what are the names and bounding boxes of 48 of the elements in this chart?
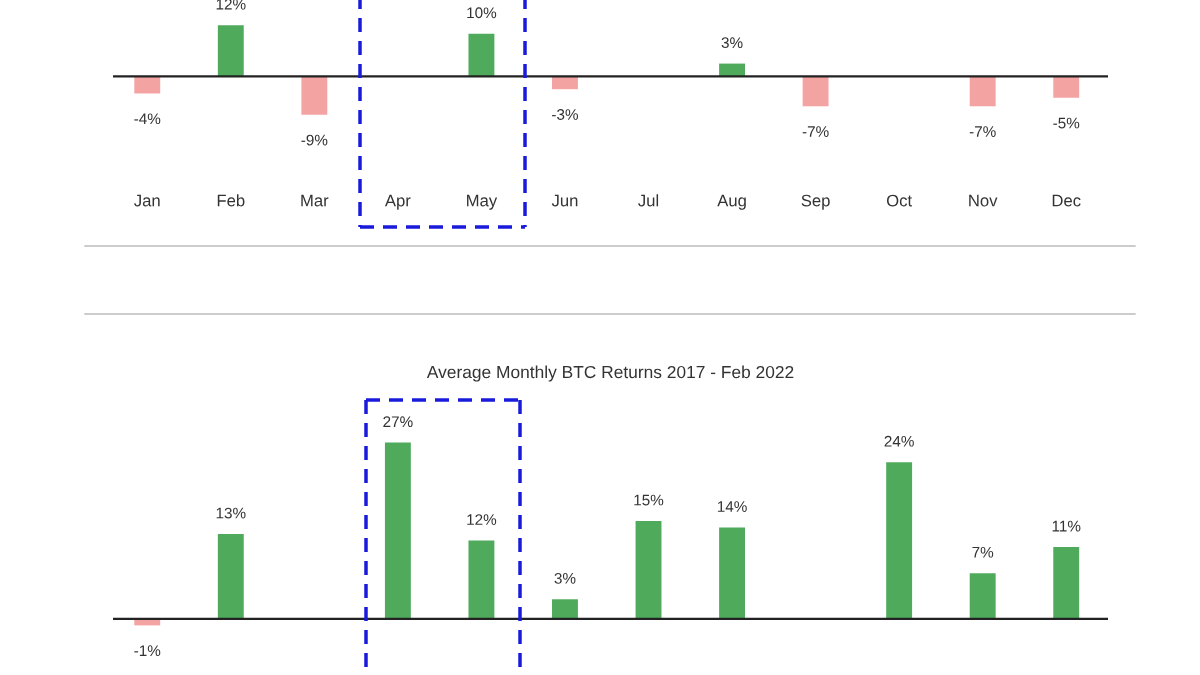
- x-tick-label: May: [467, 194, 498, 210]
- x-tick-label: Nov: [969, 194, 998, 207]
- data-label: 12%: [467, 514, 497, 525]
- data-label: 15%: [634, 494, 664, 506]
- data-label: 13%: [216, 507, 246, 519]
- bar: [719, 527, 745, 619]
- x-tick-label: Sep: [801, 194, 830, 210]
- bar: [1053, 547, 1080, 619]
- x-tick-label: Jan: [134, 194, 160, 207]
- bar: [886, 462, 913, 619]
- x-tick-label: Dec: [1052, 194, 1081, 207]
- x-tick-label: Jun: [551, 194, 578, 207]
- data-label: 27%: [383, 416, 413, 428]
- data-label: 3%: [721, 37, 743, 49]
- bar: [635, 520, 662, 619]
- data-label: -5%: [1053, 117, 1080, 129]
- bar: [217, 534, 244, 619]
- bar: [969, 573, 996, 619]
- data-label: -9%: [301, 134, 328, 146]
- data-label: 11%: [1052, 520, 1081, 532]
- bar: [552, 599, 578, 619]
- bar: [468, 540, 495, 619]
- bar: [384, 442, 411, 619]
- x-tick-label: Oct: [886, 194, 912, 207]
- bar: [301, 76, 328, 115]
- x-tick-label: Aug: [717, 194, 746, 210]
- x-tick-label: Jul: [638, 194, 659, 207]
- bar: [802, 76, 829, 107]
- data-label: -1%: [134, 645, 161, 656]
- bar: [468, 33, 495, 77]
- data-label: 14%: [717, 501, 747, 512]
- bar: [969, 76, 996, 107]
- x-tick-label: Feb: [217, 194, 245, 207]
- bar: [217, 25, 244, 77]
- data-label: 10%: [467, 7, 497, 19]
- x-tick-label: Apr: [384, 194, 411, 210]
- data-label: 7%: [972, 546, 994, 558]
- data-label: -3%: [552, 109, 579, 120]
- bar: [1053, 76, 1080, 98]
- data-label: 3%: [554, 572, 576, 584]
- bar: [134, 76, 161, 94]
- data-label: -4%: [134, 113, 161, 125]
- data-label: -7%: [802, 126, 829, 137]
- x-tick-label: Mar: [301, 194, 329, 207]
- bar: [552, 76, 578, 90]
- chart-title: Average Monthly BTC Returns 2017 - Feb 2022: [426, 365, 794, 382]
- data-label: -7%: [969, 126, 996, 137]
- data-label: 24%: [884, 435, 914, 447]
